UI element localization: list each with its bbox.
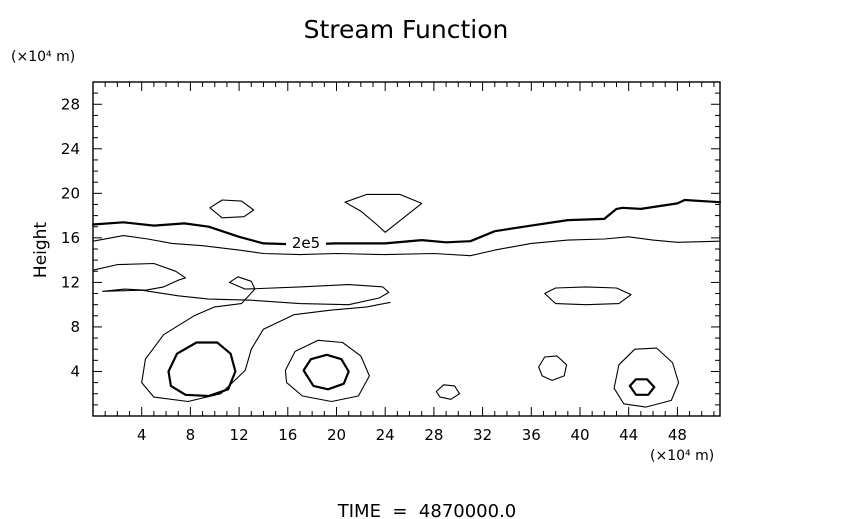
contour-lines: [91, 193, 722, 408]
x-tick-label: 12: [230, 426, 249, 444]
y-tick-label: 16: [61, 229, 80, 247]
x-tick-label: 20: [327, 426, 346, 444]
x-tick-label: 32: [473, 426, 492, 444]
contour-vortex-c-outer: [613, 347, 680, 408]
contour-cell-29-2: [435, 384, 461, 400]
contour-vortex-b-inner: [302, 353, 350, 391]
chart-title: Stream Function: [304, 15, 509, 44]
x-tick-label: 16: [278, 426, 297, 444]
x-tick-label: 24: [376, 426, 395, 444]
y-tick-label: 12: [61, 273, 80, 291]
contour-vortex-c-inner: [628, 378, 656, 396]
y-tick-label: 4: [70, 362, 80, 380]
contour-upper-thin: [92, 235, 721, 257]
contour-label-background: [286, 234, 326, 251]
x-tick-labels: 4 8 12 16 20 24 28 32 36 40 44 48: [137, 426, 687, 444]
time-footer: TIME = 4870000.0: [337, 501, 517, 519]
y-tick-label: 24: [61, 140, 80, 158]
contour-label: 2e5: [292, 234, 320, 252]
contour-cell-10-19: [209, 199, 255, 219]
contour-cell-41-11: [544, 286, 632, 306]
x-tick-label: 8: [186, 426, 196, 444]
y-tick-labels: 4 8 12 16 20 24 28: [61, 95, 80, 380]
y-axis-label: Height: [31, 222, 51, 279]
x-unit-label: (×10⁴ m): [650, 448, 714, 464]
x-tick-label: 40: [570, 426, 589, 444]
x-tick-label: 44: [619, 426, 638, 444]
x-tick-label: 36: [522, 426, 541, 444]
y-unit-label: (×10⁴ m): [11, 49, 75, 65]
axis-ticks: [93, 82, 720, 416]
x-tick-label: 28: [424, 426, 443, 444]
x-tick-label: 48: [668, 426, 687, 444]
plot-frame: [92, 81, 721, 417]
x-tick-label: 4: [137, 426, 147, 444]
y-tick-label: 8: [70, 318, 80, 336]
contour-vortex-a-outer: [167, 341, 237, 398]
contour-cell-38-4: [538, 355, 568, 381]
contour-vortex-b-outer: [284, 339, 370, 403]
contour-cell-24-19: [344, 193, 423, 233]
y-tick-label: 28: [61, 95, 80, 113]
contour-labeled-2e5: [91, 198, 722, 246]
y-tick-label: 20: [61, 184, 80, 202]
